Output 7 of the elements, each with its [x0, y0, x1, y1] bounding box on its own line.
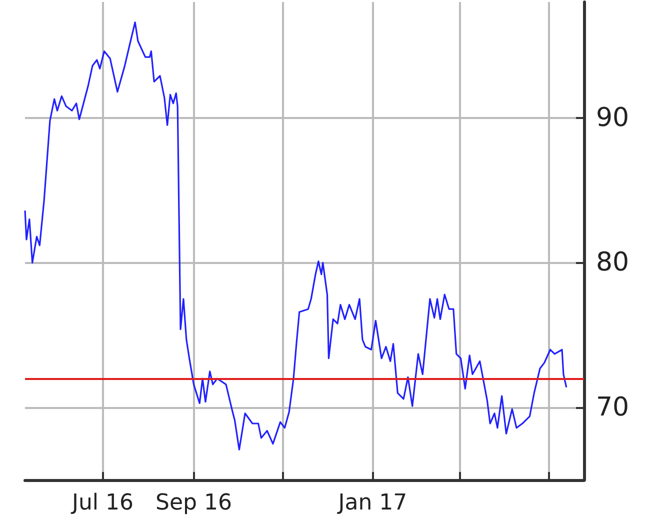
y-tick-label: 80: [596, 248, 630, 278]
line-series: [24, 21, 568, 450]
x-tick-label: Jul 16: [70, 490, 134, 516]
x-tick-label: Jan 17: [336, 490, 408, 516]
y-tick-label: 90: [596, 102, 630, 133]
y-tick-label: 70: [596, 392, 630, 423]
x-tick-label: Sep 16: [156, 490, 232, 516]
